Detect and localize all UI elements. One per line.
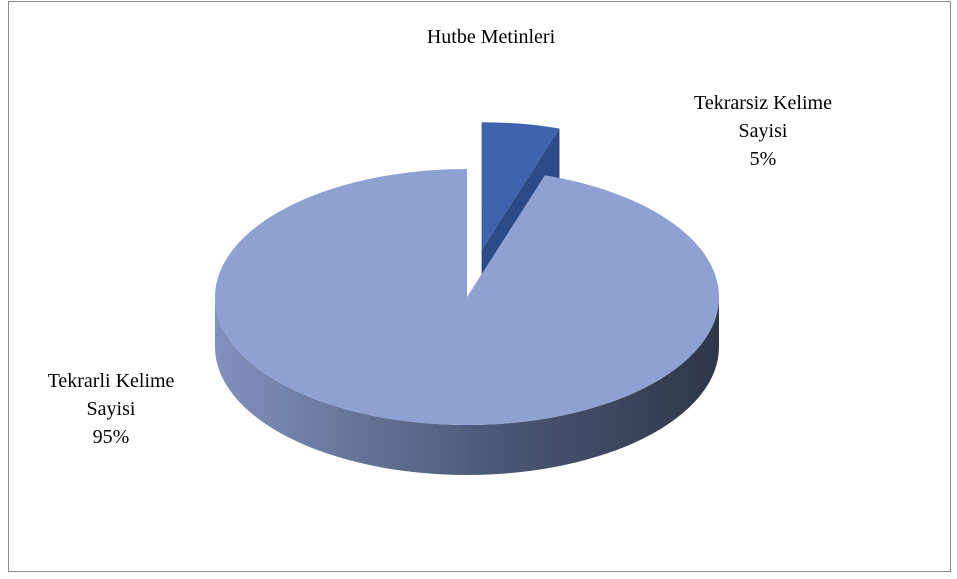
data-label: Tekrarsiz Kelime Sayisi 5% bbox=[673, 89, 853, 173]
value-label: 95% bbox=[92, 426, 130, 448]
slice-side bbox=[215, 297, 719, 475]
value-label: 5% bbox=[749, 148, 777, 170]
pie-slice bbox=[481, 122, 560, 251]
pie-slice bbox=[215, 169, 719, 425]
category-label: Tekrarli Kelime Sayisi bbox=[47, 370, 175, 420]
data-label: Tekrarli Kelime Sayisi 95% bbox=[21, 367, 201, 451]
category-label: Tekrarsiz Kelime Sayisi bbox=[694, 92, 832, 142]
chart-title: Hutbe Metinleri bbox=[426, 26, 556, 48]
